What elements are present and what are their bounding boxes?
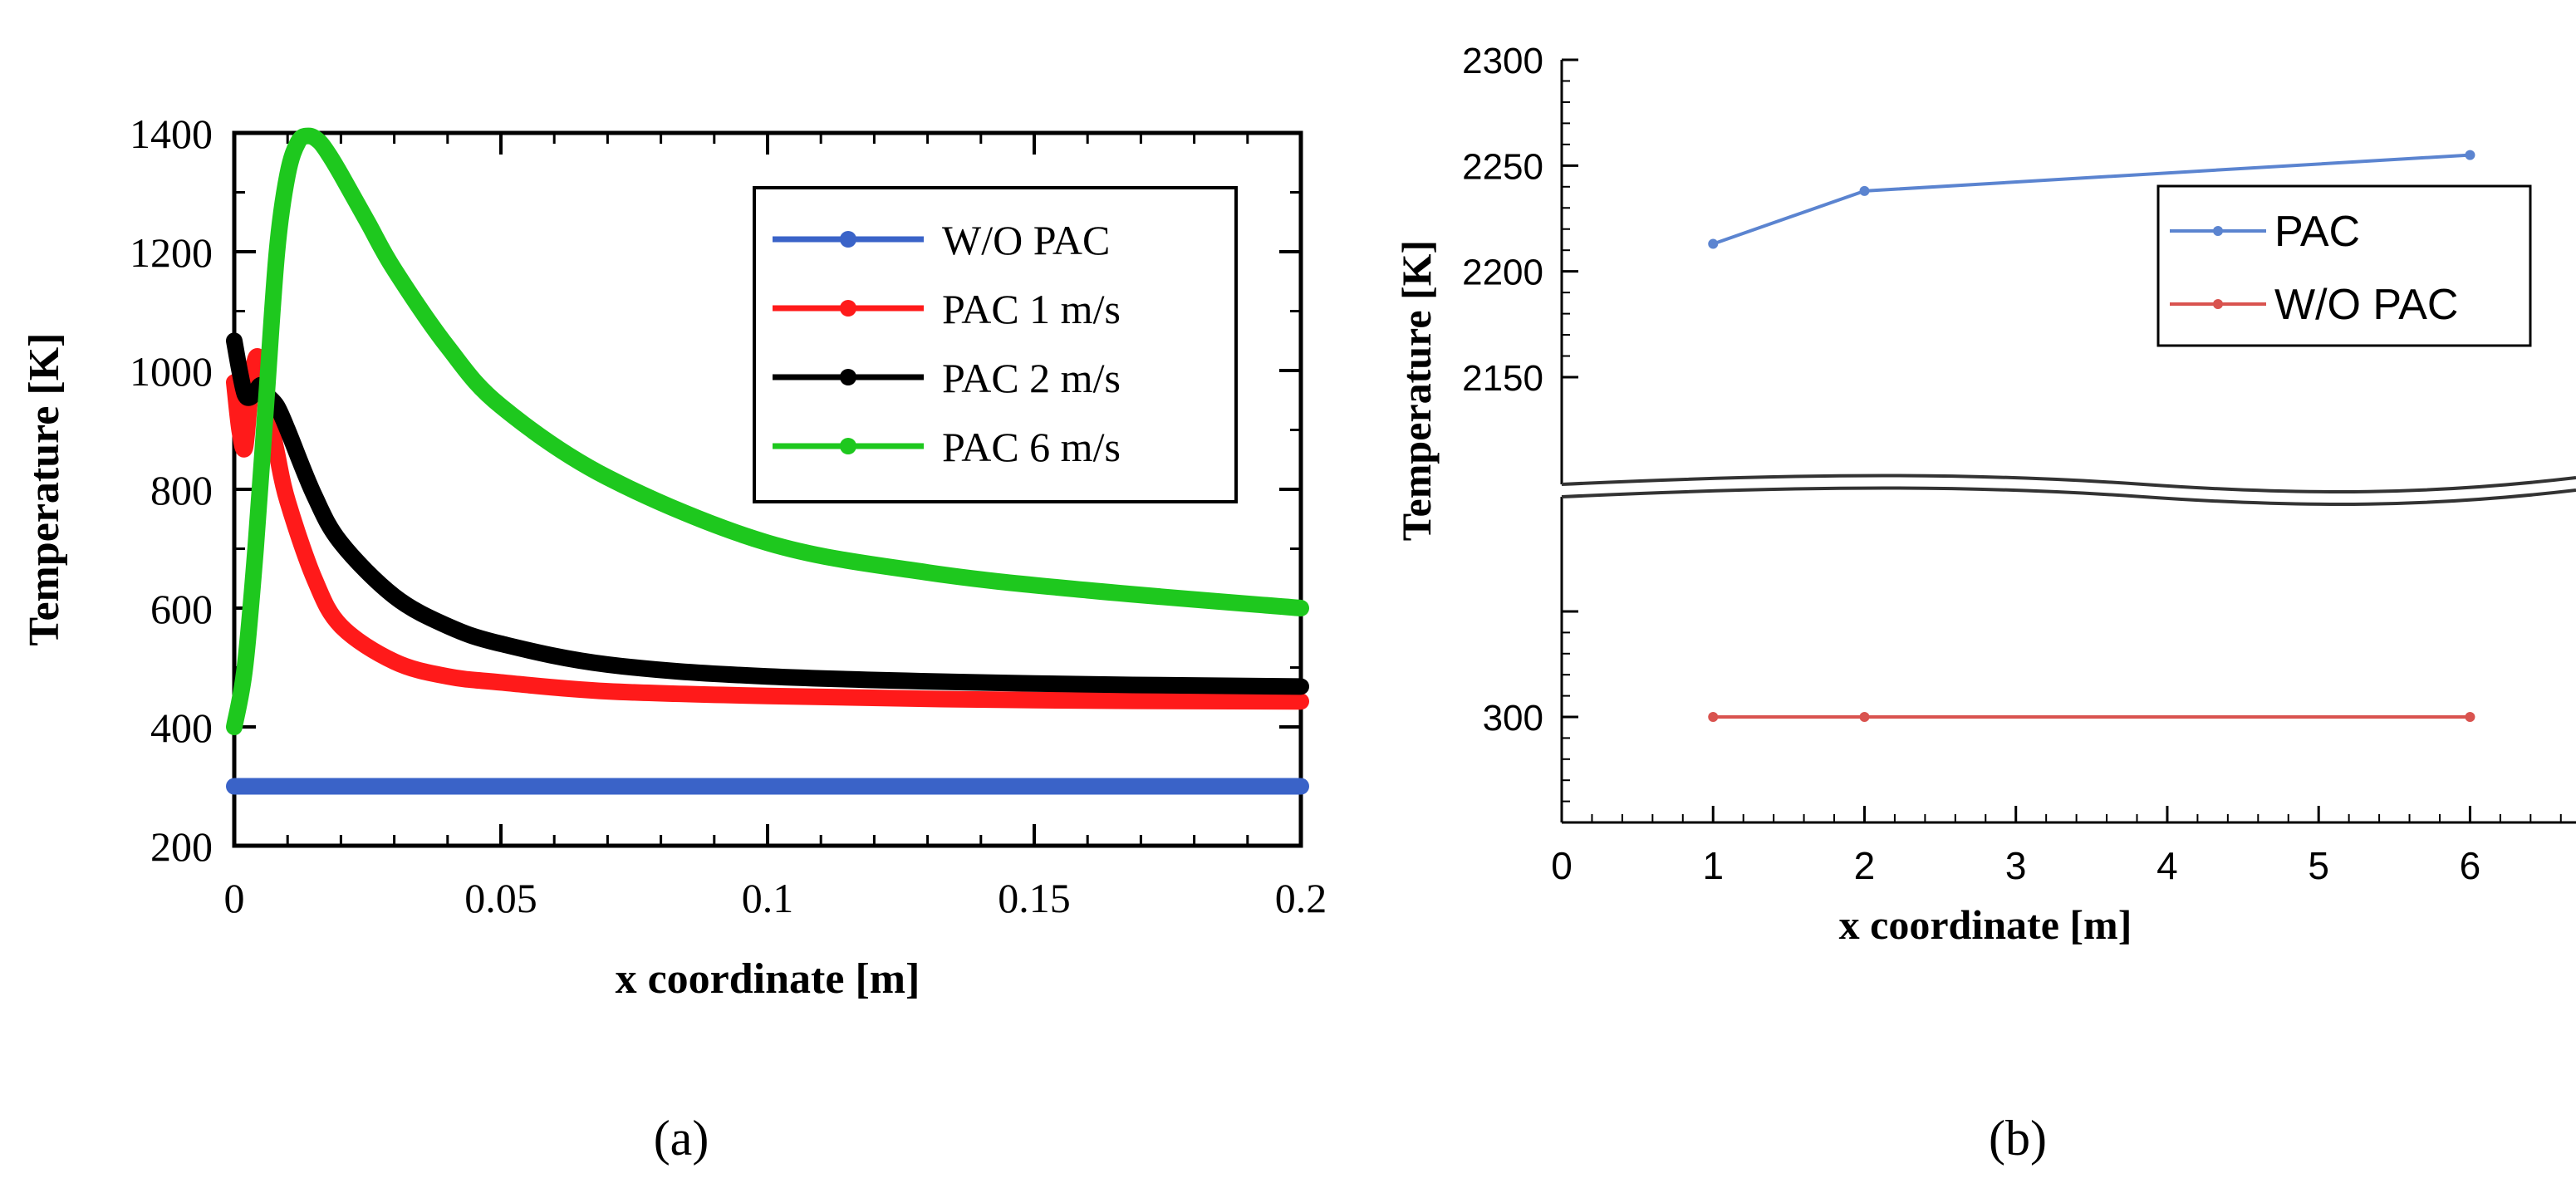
panel-b-y-tick-label: 2300 [1462,41,1543,81]
panel-b-legend: PAC W/O PAC [2156,184,2532,347]
panel-b-y-tick-label: 2150 [1462,358,1543,399]
panel-a-x-axis-label: x coordinate [m] [616,955,920,1003]
panel-a-y-tick-label: 400 [150,704,213,751]
panel-a-label: (a) [654,1111,709,1166]
panel-a-series-line-1 [226,348,1309,710]
panel-b-x-tick-label: 5 [2308,844,2329,887]
panel-b-chart: 0 1 2 3 4 5 6 2150 2200 2250 2300 300 x coordinate … [1393,41,2576,1166]
panel-b-data-point [2465,712,2475,722]
panel-a-y-tick-label: 1000 [130,348,213,395]
panel-a-x-tick-label: 0.2 [1275,875,1327,921]
panel-a-y-tick-label: 1200 [130,229,213,276]
panel-a-x-tick-label: 0 [224,875,245,921]
panel-b-label: (b) [1989,1111,2047,1166]
panel-a-series-line-2 [226,332,1309,695]
panel-b-x-tick-label: 2 [1854,844,1876,887]
panel-b-y-axis-label: Temperature [K] [1393,240,1440,541]
panel-a-y-axis-label: Temperature [K] [21,333,68,646]
panel-a-legend-marker [840,369,856,385]
panel-b-x-tick-label: 4 [2156,844,2178,887]
panel-b-ticks: 0 1 2 3 4 5 6 2150 2200 2250 2300 300 [1462,41,2562,887]
panel-a-ticks: 0 0.05 0.1 0.15 0.2 200 400 600 800 1000 1200 1400 [130,110,1327,921]
panel-a-legend-marker [840,231,856,248]
panel-a-y-tick-label: 600 [150,586,213,632]
panel-b-y-tick-label: 2250 [1462,146,1543,187]
panel-a-legend-label: PAC 1 m/s [942,286,1121,332]
panel-b-data-point [1859,712,1870,722]
panel-b-x-tick-label: 0 [1551,844,1573,887]
panel-b-data-point [1708,712,1719,722]
panel-a-chart: 0 0.05 0.1 0.15 0.2200400600800100012001400 … [21,110,1327,1166]
panel-b-data-point [1859,185,1870,196]
panel-a-y-tick-label: 800 [150,467,213,513]
panel-b-break-line-top [1561,474,2576,494]
panel-b-legend-marker [2213,226,2223,236]
panel-a-y-tick-label: 200 [150,823,213,870]
panel-a-x-tick-label: 0.1 [742,875,794,921]
panel-b-y-tick-label: 2200 [1462,253,1543,293]
panel-a-legend-label: W/O PAC [942,217,1110,263]
panel-b-axis-break [1561,474,2576,507]
panel-a-series [226,127,1309,795]
panel-a-x-tick-label: 0.15 [998,875,1071,921]
panel-b-legend-label: W/O PAC [2274,281,2458,329]
panel-a-series-line-3 [226,127,1309,735]
panel-b-x-tick-label: 1 [1702,844,1724,887]
panel-b-legend-label: PAC [2274,208,2360,256]
panel-a-legend: W/O PAC PAC 1 m/s PAC 2 m/s PAC 6 m/s [753,186,1238,503]
panel-b-x-axis-label: x coordinate [m] [1839,901,2132,948]
panel-b-break-line-bottom [1561,486,2576,507]
panel-b-data-point [1708,238,1719,249]
panel-b-legend-box [2156,184,2532,347]
panel-a-y-tick-label: 1400 [130,110,213,157]
panel-b-x-tick-label: 3 [2005,844,2027,887]
panel-a-legend-label: PAC 2 m/s [942,355,1121,401]
panel-a-x-tick-label: 0.05 [464,875,537,921]
panel-b-y-tick-label: 300 [1483,698,1543,739]
panel-a-legend-marker [840,438,856,454]
panel-b-x-tick-label: 6 [2460,844,2481,887]
panel-b-data-point [2465,150,2475,160]
panel-a-legend-label: PAC 6 m/s [942,424,1121,470]
panel-a-legend-marker [840,300,856,317]
panel-b-series [1708,150,2475,722]
panel-b-legend-marker [2213,299,2223,309]
